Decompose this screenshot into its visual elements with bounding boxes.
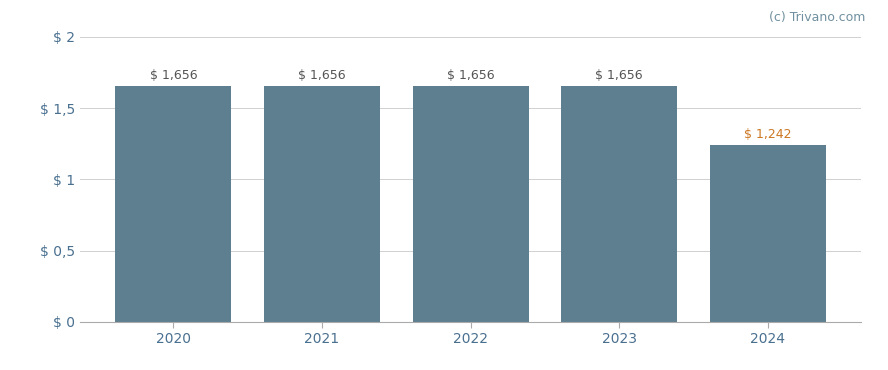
Bar [561,86,678,322]
Bar [264,86,380,322]
Bar [710,145,826,322]
Text: $ 1,656: $ 1,656 [298,70,345,83]
Text: $ 1,242: $ 1,242 [744,128,791,141]
Text: $ 1,656: $ 1,656 [447,70,495,83]
Bar [115,86,232,322]
Bar [413,86,528,322]
Text: (c) Trivano.com: (c) Trivano.com [769,11,866,24]
Text: $ 1,656: $ 1,656 [596,70,643,83]
Text: $ 1,656: $ 1,656 [149,70,197,83]
